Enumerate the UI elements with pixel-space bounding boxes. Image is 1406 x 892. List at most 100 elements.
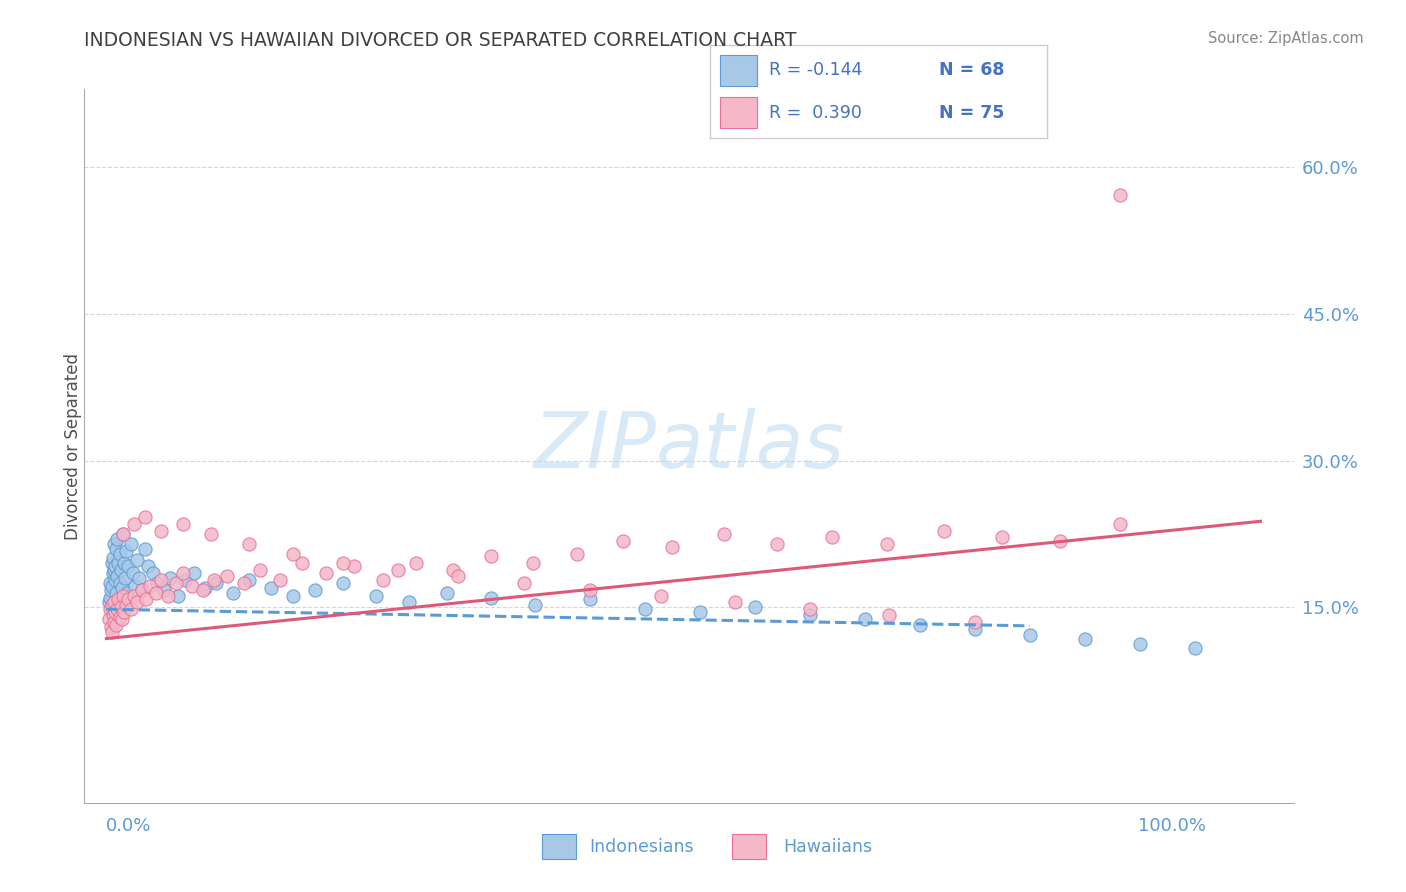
Point (127, 595, 149, 609)
Point (101, 599, 124, 613)
Point (524, 599, 547, 613)
Point (724, 595, 747, 609)
Point (744, 600, 766, 615)
Point (107, 592, 129, 607)
Point (120, 602, 142, 616)
Point (100, 582, 122, 597)
Point (373, 573, 395, 587)
Point (612, 533, 634, 548)
Point (766, 537, 789, 551)
Point (98, 591, 121, 605)
Point (963, 622, 986, 636)
Point (135, 592, 157, 607)
Point (908, 618, 931, 632)
Point (398, 595, 420, 609)
Point (100, 620, 122, 634)
Point (112, 557, 135, 571)
Point (105, 569, 128, 583)
Point (364, 589, 387, 603)
Text: 0.0%: 0.0% (107, 817, 152, 836)
Point (110, 563, 132, 577)
FancyBboxPatch shape (731, 834, 766, 860)
Point (100, 602, 122, 616)
Point (124, 579, 146, 593)
Point (101, 624, 124, 639)
Text: N = 68: N = 68 (939, 62, 1005, 79)
Point (661, 540, 683, 554)
Point (269, 573, 291, 587)
Point (145, 585, 167, 599)
Point (1049, 533, 1071, 548)
Point (156, 589, 179, 603)
Point (1108, 517, 1130, 532)
Point (122, 589, 145, 603)
Point (117, 559, 139, 574)
Point (101, 557, 124, 571)
Point (105, 541, 128, 556)
Text: Hawaiians: Hawaiians (783, 838, 872, 855)
Point (97, 595, 120, 609)
Point (1184, 641, 1206, 656)
Point (447, 569, 470, 583)
Point (436, 585, 458, 599)
Point (107, 557, 129, 571)
Point (441, 563, 464, 577)
Point (174, 573, 197, 587)
Point (111, 581, 134, 595)
Text: R =  0.390: R = 0.390 (769, 103, 862, 121)
Point (105, 618, 128, 632)
Point (1018, 628, 1040, 642)
Point (103, 563, 125, 577)
Point (115, 585, 138, 599)
Point (121, 566, 143, 580)
Point (98, 575, 121, 590)
Point (131, 582, 153, 597)
Point (191, 582, 214, 597)
Point (131, 582, 153, 597)
Point (111, 527, 134, 541)
Point (172, 566, 194, 580)
Point (283, 589, 305, 603)
Point (387, 563, 409, 577)
Point (122, 517, 145, 532)
Point (150, 573, 173, 587)
Point (821, 530, 844, 544)
Point (128, 571, 150, 585)
Point (115, 599, 138, 613)
FancyBboxPatch shape (720, 97, 758, 128)
Point (650, 589, 672, 603)
Text: 100.0%: 100.0% (1137, 817, 1205, 836)
Point (111, 527, 134, 541)
Text: R = -0.144: R = -0.144 (769, 62, 862, 79)
Point (689, 605, 711, 619)
Point (136, 559, 159, 574)
Point (159, 571, 181, 585)
Point (104, 573, 127, 587)
Point (876, 537, 898, 551)
Point (513, 575, 536, 590)
Point (181, 579, 204, 593)
Point (249, 563, 271, 577)
Point (152, 582, 174, 597)
Point (479, 591, 502, 605)
Point (1129, 637, 1152, 651)
Point (222, 585, 245, 599)
Point (134, 510, 156, 524)
Point (150, 524, 173, 538)
Point (291, 557, 314, 571)
Point (105, 532, 128, 546)
Text: Source: ZipAtlas.com: Source: ZipAtlas.com (1208, 31, 1364, 46)
Point (200, 527, 222, 541)
Point (101, 551, 124, 566)
Point (165, 575, 187, 590)
Point (112, 605, 135, 619)
Point (799, 608, 821, 623)
Point (98, 602, 121, 616)
Point (146, 575, 169, 590)
Point (114, 571, 136, 585)
Point (103, 595, 125, 609)
Point (332, 557, 354, 571)
Point (202, 573, 225, 587)
Point (141, 566, 163, 580)
Point (565, 547, 588, 561)
